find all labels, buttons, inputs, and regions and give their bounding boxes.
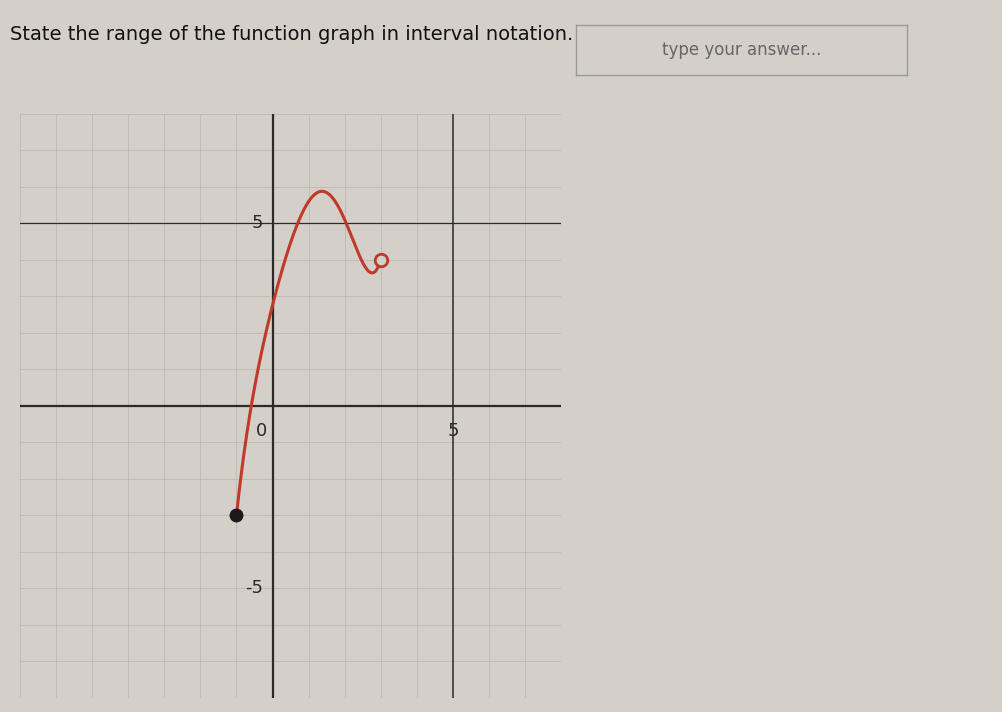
Text: -5: -5: [245, 580, 264, 597]
Text: 5: 5: [447, 422, 459, 440]
Text: 0: 0: [256, 422, 268, 440]
Text: State the range of the function graph in interval notation.: State the range of the function graph in…: [10, 25, 573, 44]
Text: 5: 5: [253, 214, 264, 232]
Text: type your answer...: type your answer...: [661, 41, 822, 59]
